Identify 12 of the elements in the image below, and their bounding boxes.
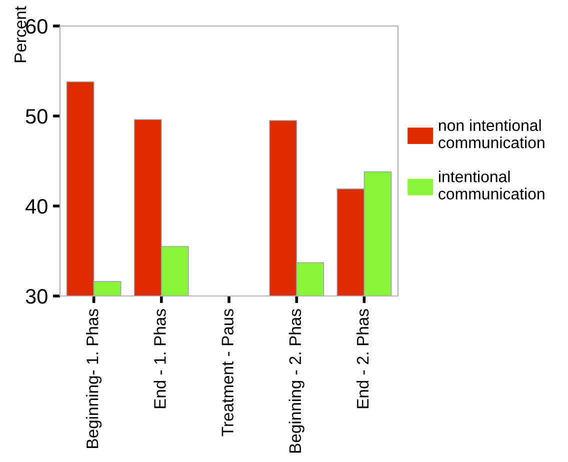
y-tick-label: 30 (26, 289, 48, 304)
y-tick-label: 60 (26, 19, 48, 34)
x-tick-label: Treatment - Paus (222, 309, 234, 436)
x-tick-label: Beginning- 1. Phas (86, 309, 102, 448)
legend-label: non intentional communication (438, 119, 544, 148)
x-tick-label: Beginning - 2. Phas (288, 309, 304, 453)
y-axis-title: Percent (14, 6, 26, 62)
y-tick-label: 40 (26, 199, 48, 214)
x-tick-label: End - 2. Phas (356, 309, 369, 408)
y-tick-label: 50 (26, 109, 48, 124)
legend-label: intentional communication (438, 170, 544, 200)
x-tick-label: End - 1. Phas (154, 309, 166, 408)
